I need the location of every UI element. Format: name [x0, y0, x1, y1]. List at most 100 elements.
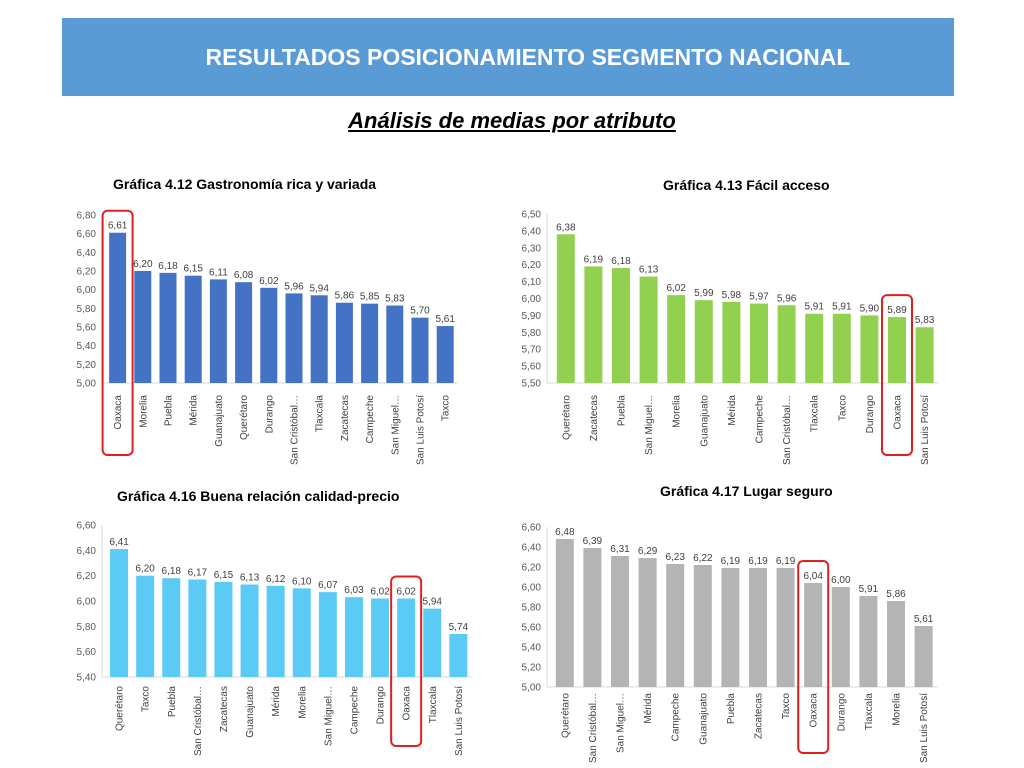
data-label: 6,02 [666, 283, 686, 294]
data-label: 5,91 [804, 302, 824, 313]
data-label: 6,29 [638, 546, 658, 557]
bar-11 [832, 313, 851, 383]
y-tick-label: 5,70 [522, 345, 542, 356]
data-label: 5,83 [385, 294, 405, 305]
data-label: 5,94 [309, 283, 329, 294]
category-label: Querétaro [560, 693, 571, 738]
category-label: Mérida [271, 686, 282, 717]
data-label: 5,85 [360, 292, 380, 303]
page-title: RESULTADOS POSICIONAMIENTO SEGMENTO NACI… [205, 44, 851, 70]
category-label: Zacatecas [340, 395, 351, 441]
bar-10 [335, 302, 353, 383]
category-label: Taxco [781, 693, 792, 720]
category-label: San Luis Potosí [416, 395, 427, 465]
category-label: Campeche [671, 693, 682, 742]
y-tick-label: 5,90 [522, 311, 542, 322]
category-label: Querétaro [115, 686, 126, 731]
data-label: 5,70 [410, 306, 430, 317]
data-label: 6,12 [266, 574, 286, 585]
category-label: Puebla [167, 686, 178, 718]
y-tick-label: 6,00 [522, 294, 542, 305]
category-label: San Miguel… [644, 395, 655, 455]
highlight-box [390, 575, 423, 748]
bar-2 [134, 271, 152, 383]
y-tick-label: 5,80 [522, 328, 542, 339]
data-label: 6,19 [748, 556, 768, 567]
category-label: Oaxaca [113, 395, 124, 430]
data-label: 6,02 [259, 276, 279, 287]
data-label: 6,00 [831, 575, 851, 586]
y-tick-label: 5,60 [522, 362, 542, 373]
y-tick-label: 6,20 [522, 563, 542, 574]
data-label: 5,99 [694, 288, 714, 299]
chart-facil-acceso: 5,50 5,60 5,70 5,80 5,90 6,00 6,10 6,20 6,30 6,40… [522, 210, 939, 465]
y-tick-label: 5,60 [77, 323, 97, 334]
category-label: Guanajuato [214, 395, 225, 447]
y-tick-label: 5,40 [522, 643, 542, 654]
category-label: Campeche [349, 686, 360, 735]
data-label: 6,15 [183, 264, 203, 275]
bar-6 [235, 282, 253, 383]
data-label: 6,31 [610, 544, 630, 555]
data-label: 6,02 [396, 586, 416, 597]
data-label: 5,98 [722, 290, 742, 301]
category-label: San Cristóbal… [782, 395, 793, 465]
bar-14 [436, 326, 454, 383]
y-tick-label: 5,50 [522, 379, 542, 390]
data-label: 5,90 [860, 303, 880, 314]
data-label: 6,07 [318, 580, 338, 591]
y-tick-label: 6,80 [77, 211, 97, 222]
category-label: Durango [836, 693, 847, 732]
bar-2 [136, 575, 155, 677]
bar-1 [110, 549, 129, 677]
bar-4 [184, 275, 202, 383]
bar-5 [209, 279, 227, 383]
bar-6 [240, 584, 259, 677]
bar-7 [722, 301, 741, 383]
bar-1 [109, 232, 127, 383]
category-label: Taxco [837, 395, 848, 422]
category-label: Oaxaca [893, 395, 904, 430]
bar-12 [386, 305, 404, 383]
bar-14 [914, 626, 933, 687]
data-label: 6,39 [583, 536, 603, 547]
category-label: Zacatecas [754, 693, 765, 739]
y-tick-label: 6,10 [522, 277, 542, 288]
bar-10 [805, 313, 824, 383]
title-banner: RESULTADOS POSICIONAMIENTO SEGMENTO NACI… [62, 18, 954, 96]
bar-13 [887, 601, 905, 687]
bar-12 [397, 598, 416, 677]
bar-3 [611, 556, 629, 687]
bar-5 [667, 295, 686, 383]
category-label: Tlaxcala [428, 686, 439, 724]
bar-4 [188, 579, 207, 677]
bar-13 [423, 608, 442, 677]
bar-12 [859, 596, 878, 687]
chart-calidad-precio: 5,40 5,60 5,80 6,00 6,20 6,40 6,60 6,41 Querétar… [77, 521, 472, 756]
y-tick-label: 5,40 [77, 341, 97, 352]
data-label: 6,19 [721, 556, 741, 567]
bar-7 [260, 287, 278, 383]
category-label: Taxco [441, 395, 452, 422]
category-label: Guanajuato [698, 693, 709, 745]
bar-2 [583, 548, 602, 687]
data-label: 6,13 [639, 265, 659, 276]
y-tick-label: 5,80 [77, 622, 97, 633]
category-label: Tlaxcala [810, 395, 821, 433]
category-label: San Cristóbal… [588, 693, 599, 763]
data-label: 5,61 [914, 614, 934, 625]
bar-13 [411, 317, 429, 383]
highlight-box [881, 294, 913, 456]
category-label: Morelia [892, 693, 903, 726]
data-label: 6,20 [135, 564, 155, 575]
page-subtitle: Análisis de medias por atributo [348, 108, 676, 133]
data-label: 6,48 [555, 527, 575, 538]
data-label: 6,41 [109, 537, 129, 548]
data-label: 5,83 [915, 315, 935, 326]
bar-10 [344, 597, 363, 677]
data-label: 6,38 [556, 222, 576, 233]
y-tick-label: 5,80 [522, 603, 542, 614]
category-label: Oaxaca [402, 686, 413, 721]
y-tick-label: 5,60 [77, 647, 97, 658]
bar-9 [318, 592, 337, 677]
